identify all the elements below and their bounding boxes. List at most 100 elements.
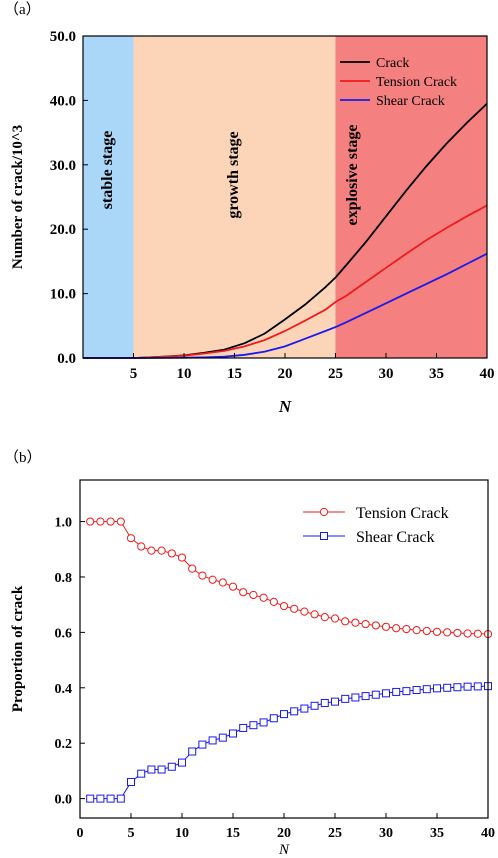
- data-point-square: [361, 692, 370, 701]
- data-point-square: [137, 769, 146, 778]
- data-point-circle: [381, 622, 391, 631]
- y-tick-label: 0.8: [55, 571, 73, 586]
- data-point-square: [320, 699, 329, 708]
- y-axis-label-b: Proportion of crack: [10, 585, 26, 712]
- x-tick-label: 40: [481, 826, 495, 841]
- data-point-square: [463, 682, 472, 691]
- data-point-circle: [218, 578, 227, 587]
- data-point-circle: [279, 601, 289, 611]
- data-point-square: [300, 704, 309, 713]
- x-tick-label: 15: [226, 826, 240, 841]
- series-line: [83, 204, 488, 359]
- data-point-circle: [290, 604, 299, 613]
- data-point-square: [351, 693, 360, 702]
- data-point-circle: [177, 553, 187, 562]
- data-point-circle: [147, 546, 156, 555]
- data-point-square: [310, 701, 319, 710]
- x-tick-label: 40: [480, 366, 495, 382]
- stage-band: [83, 36, 134, 358]
- data-point-circle: [453, 628, 462, 638]
- data-point-square: [290, 707, 299, 716]
- data-point-square: [392, 687, 401, 696]
- legend-marker: [319, 507, 329, 517]
- stage-label: stable stage: [99, 131, 116, 210]
- data-point-square: [86, 794, 95, 803]
- x-tick-label: 20: [277, 826, 291, 841]
- data-point-square: [269, 714, 278, 723]
- x-tick-label: 25: [328, 826, 342, 841]
- y-tick-label: 30.0: [50, 158, 76, 174]
- data-point-square: [280, 710, 288, 719]
- data-point-square: [473, 682, 482, 691]
- data-point-square: [341, 694, 350, 703]
- data-point-square: [331, 697, 339, 706]
- legend-marker: [320, 532, 328, 540]
- data-point-square: [198, 740, 207, 749]
- series-line: [90, 521, 489, 635]
- data-point-square: [422, 685, 431, 694]
- data-point-square: [147, 765, 156, 774]
- x-tick-labels-b: 0 5 10 15 20 25 30 35 40: [77, 826, 496, 841]
- data-point-circle: [371, 621, 380, 630]
- y-tick-label: 0.2: [55, 737, 73, 752]
- x-tick-label: 5: [130, 366, 138, 382]
- data-point-square: [453, 683, 462, 692]
- y-tick-label: 50.0: [50, 29, 76, 45]
- panel-a-label: （a）: [4, 1, 41, 18]
- y-tick-label: 10.0: [50, 287, 76, 303]
- tick-marks-b: [79, 521, 489, 818]
- x-axis-label-a: N: [278, 397, 292, 416]
- data-point-square: [249, 721, 258, 730]
- data-point-circle: [310, 610, 319, 619]
- stage-labels: stable stage growth stage explosive stage: [99, 125, 361, 226]
- x-tick-label: 15: [227, 366, 242, 382]
- legend-b: Tension Crack Shear Crack: [303, 505, 449, 546]
- data-point-square: [433, 684, 441, 693]
- x-tick-label: 35: [430, 826, 444, 841]
- y-tick-label: 40.0: [50, 93, 76, 109]
- y-tick-label: 1.0: [55, 516, 73, 531]
- series-line: [90, 685, 489, 800]
- data-point-circle: [157, 546, 166, 555]
- panel-a: （a） 5 10 15 20 25 30 35 40 0.0 10.0 20.0 30.0 40.0 5…: [4, 1, 495, 416]
- data-point-circle: [361, 619, 370, 629]
- data-point-square: [229, 729, 237, 738]
- y-tick-label: 0.0: [55, 793, 73, 808]
- x-tick-label: 0: [77, 826, 84, 841]
- legend-label: Crack: [376, 56, 409, 71]
- proportion-markers: [86, 517, 493, 803]
- data-point-square: [218, 733, 227, 742]
- data-point-circle: [351, 618, 360, 627]
- proportion-series-lines: [90, 521, 489, 800]
- data-point-square: [382, 689, 390, 698]
- data-point-circle: [412, 626, 421, 635]
- data-point-circle: [96, 517, 105, 526]
- x-tick-label: 30: [379, 366, 394, 382]
- y-tick-labels-a: 0.0 10.0 20.0 30.0 40.0 50.0: [50, 29, 76, 367]
- data-point-circle: [463, 629, 472, 638]
- data-point-circle: [422, 626, 431, 636]
- data-point-circle: [86, 517, 95, 526]
- panel-b: （b） 0 5 10 15 20 25 30 35 40 0.00.20.40.60.81.0 …: [4, 449, 495, 858]
- y-axis-label-a: Number of crack/10^3: [10, 125, 26, 269]
- stage-bands: [83, 36, 487, 358]
- data-point-circle: [126, 534, 136, 543]
- x-tick-label: 10: [177, 366, 192, 382]
- data-point-circle: [259, 593, 268, 602]
- data-point-square: [443, 683, 452, 692]
- x-tick-label: 20: [278, 366, 293, 382]
- data-point-square: [371, 690, 380, 699]
- data-point-square: [259, 718, 268, 727]
- data-point-circle: [208, 575, 217, 584]
- data-point-square: [167, 762, 176, 771]
- data-point-circle: [228, 582, 238, 591]
- x-tick-labels-a: 5 10 15 20 25 30 35 40: [130, 366, 495, 382]
- data-point-circle: [402, 624, 411, 634]
- data-point-circle: [432, 627, 442, 636]
- data-point-square: [127, 777, 135, 786]
- data-point-square: [208, 736, 217, 745]
- data-point-circle: [116, 517, 125, 526]
- data-point-circle: [330, 614, 340, 623]
- stage-band: [335, 36, 487, 358]
